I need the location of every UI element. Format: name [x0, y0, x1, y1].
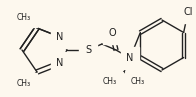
- Text: CH₃: CH₃: [131, 78, 145, 87]
- Text: N: N: [126, 53, 134, 63]
- Text: CH₃: CH₃: [103, 78, 117, 87]
- Text: O: O: [108, 28, 116, 38]
- Text: Cl: Cl: [183, 7, 193, 17]
- Text: CH₃: CH₃: [17, 78, 31, 87]
- Text: N: N: [56, 32, 64, 42]
- Text: S: S: [85, 45, 91, 55]
- Text: CH₃: CH₃: [17, 13, 31, 22]
- Text: N: N: [56, 58, 64, 68]
